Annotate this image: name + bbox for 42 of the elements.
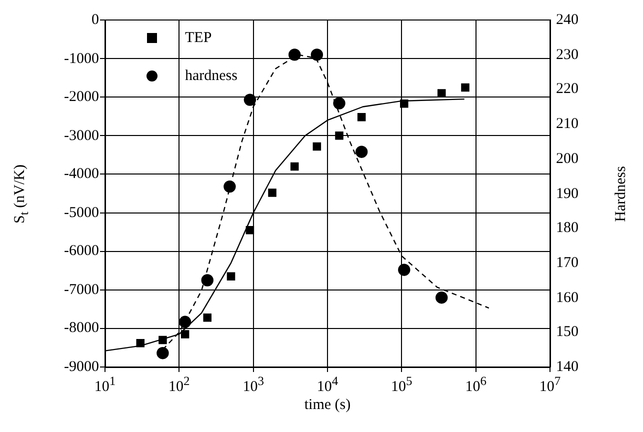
y-tick-label: -2000: [64, 89, 99, 106]
y-tick-label: -1000: [64, 50, 99, 67]
y2-tick-label: 140: [556, 359, 578, 375]
legend-label: TEP: [185, 30, 212, 46]
y-tick-label: -7000: [64, 282, 99, 298]
x-tick-label: 10$^{5}$: [391, 373, 412, 395]
y-tick-label: -5000: [64, 204, 99, 221]
y2-tick-label: 190: [556, 186, 578, 202]
y-tick-label: -9000: [64, 359, 99, 375]
point: [312, 142, 322, 151]
y-tick-label: -6000: [64, 243, 99, 260]
point: [203, 314, 212, 322]
y2-tick-label: 160: [556, 290, 578, 306]
point: [180, 330, 190, 338]
y2-tick-label: 150: [556, 324, 578, 340]
point: [246, 226, 254, 234]
y2-tick-label: 180: [556, 220, 578, 236]
x-tick-label: 10$^{7}$: [539, 374, 561, 395]
y2-tick-label: 240: [556, 12, 578, 28]
point: [158, 336, 167, 344]
y2-tick-label: 210: [556, 116, 578, 132]
point: [290, 162, 299, 171]
y-tick-label: -3000: [64, 128, 99, 144]
point: [268, 188, 276, 197]
point: [357, 113, 366, 122]
point: [335, 132, 344, 140]
legend-label: hardness: [185, 68, 238, 84]
x-tick-label: 10$^{3}$: [242, 373, 264, 395]
y2-axis-title: Hardness: [613, 166, 629, 222]
y-tick-label: 0: [92, 12, 99, 28]
x-axis-title: time (s): [304, 397, 351, 413]
y2-tick-label: 230: [556, 46, 578, 63]
y-tick-label: -8000: [64, 320, 99, 336]
x-tick-label: 10$^{6}$: [465, 373, 486, 395]
x-tick-label: 10$^{2}$: [168, 373, 190, 395]
y2-tick-label: 200: [556, 150, 578, 167]
x-tick-label: 10$^{4}$: [316, 373, 338, 395]
x-tick-label: 10$^{1}$: [94, 374, 116, 395]
y2-tick-label: 220: [556, 81, 578, 98]
y-tick-label: -4000: [64, 166, 99, 182]
point: [136, 338, 145, 348]
y2-tick-label: 170: [556, 254, 578, 271]
